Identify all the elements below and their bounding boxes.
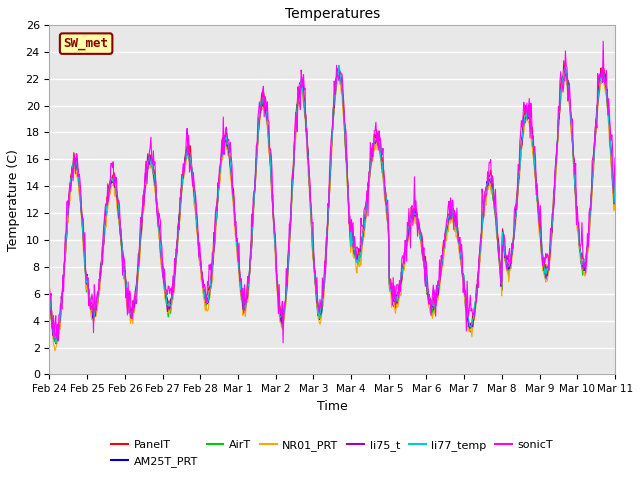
li77_temp <box>419 250 427 255</box>
NR01_PRT <box>57 323 65 328</box>
PanelT <box>419 236 426 241</box>
AM25T_PRT <box>402 247 410 253</box>
X-axis label: Time: Time <box>317 400 348 413</box>
PanelT <box>115 208 122 214</box>
li75_t <box>115 215 122 221</box>
AirT <box>202 302 210 308</box>
sonicT <box>56 312 63 317</box>
li75_t <box>419 247 426 253</box>
li77_temp <box>202 299 210 304</box>
NR01_PRT <box>202 302 210 308</box>
Legend: PanelT, AM25T_PRT, AirT, NR01_PRT, li75_t, li77_temp, sonicT: PanelT, AM25T_PRT, AirT, NR01_PRT, li75_… <box>107 436 557 471</box>
PanelT <box>57 315 65 321</box>
Text: SW_met: SW_met <box>63 37 109 50</box>
AirT <box>52 340 60 346</box>
li75_t <box>57 312 65 317</box>
sonicT <box>611 155 619 161</box>
Line: PanelT: PanelT <box>49 60 615 338</box>
AirT <box>419 253 426 259</box>
sonicT <box>114 200 122 206</box>
sonicT <box>419 240 426 246</box>
AM25T_PRT <box>419 251 426 257</box>
li75_t <box>560 65 568 71</box>
NR01_PRT <box>172 260 180 266</box>
NR01_PRT <box>611 173 619 179</box>
PanelT <box>52 336 60 341</box>
li77_temp <box>115 205 122 211</box>
AirT <box>45 292 53 298</box>
Line: NR01_PRT: NR01_PRT <box>49 72 615 351</box>
sonicT <box>402 239 410 244</box>
li75_t <box>52 339 60 345</box>
li77_temp <box>172 255 180 261</box>
li75_t <box>202 298 210 303</box>
Title: Temperatures: Temperatures <box>285 7 380 21</box>
li77_temp <box>611 166 619 171</box>
AM25T_PRT <box>560 68 568 73</box>
PanelT <box>202 297 210 302</box>
NR01_PRT <box>115 217 122 223</box>
Line: li77_temp: li77_temp <box>49 65 615 343</box>
li75_t <box>611 167 619 172</box>
AirT <box>172 255 180 261</box>
NR01_PRT <box>51 348 59 354</box>
PanelT <box>560 58 568 63</box>
sonicT <box>279 340 287 346</box>
AM25T_PRT <box>611 165 619 171</box>
Line: li75_t: li75_t <box>49 68 615 342</box>
sonicT <box>45 285 53 291</box>
NR01_PRT <box>335 69 343 75</box>
AirT <box>402 249 410 254</box>
AM25T_PRT <box>45 292 53 298</box>
NR01_PRT <box>403 245 410 251</box>
li77_temp <box>52 340 60 346</box>
PanelT <box>611 162 619 168</box>
li77_temp <box>335 62 343 68</box>
li77_temp <box>57 310 65 315</box>
sonicT <box>202 285 209 290</box>
AM25T_PRT <box>115 208 122 214</box>
Y-axis label: Temperature (C): Temperature (C) <box>7 149 20 251</box>
AM25T_PRT <box>52 341 60 347</box>
li75_t <box>172 255 180 261</box>
li75_t <box>45 298 53 303</box>
Line: AirT: AirT <box>49 73 615 343</box>
li75_t <box>402 244 410 250</box>
sonicT <box>172 271 179 277</box>
Line: sonicT: sonicT <box>49 41 615 343</box>
AirT <box>560 70 568 76</box>
AirT <box>611 167 619 173</box>
AirT <box>57 314 65 320</box>
sonicT <box>599 38 607 44</box>
PanelT <box>45 286 53 292</box>
NR01_PRT <box>45 302 53 308</box>
Line: AM25T_PRT: AM25T_PRT <box>49 71 615 344</box>
li77_temp <box>45 292 53 298</box>
PanelT <box>172 249 180 255</box>
AM25T_PRT <box>202 298 210 304</box>
AM25T_PRT <box>172 259 180 264</box>
li77_temp <box>403 241 410 247</box>
NR01_PRT <box>419 254 427 260</box>
AM25T_PRT <box>57 312 65 317</box>
PanelT <box>402 240 410 246</box>
AirT <box>115 214 122 220</box>
